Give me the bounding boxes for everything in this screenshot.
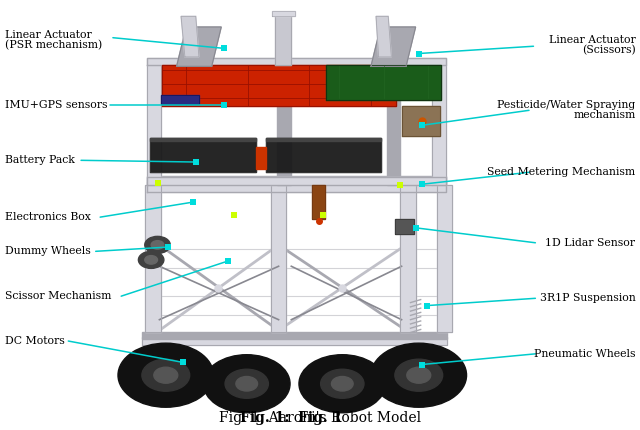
- Polygon shape: [147, 65, 161, 185]
- Text: Fig. 1:: Fig. 1:: [240, 411, 289, 425]
- Text: Pneumatic Wheels: Pneumatic Wheels: [534, 349, 636, 359]
- Text: 1D Lidar Sensor: 1D Lidar Sensor: [545, 238, 636, 248]
- Polygon shape: [376, 16, 392, 57]
- Polygon shape: [271, 185, 286, 332]
- Polygon shape: [147, 182, 446, 191]
- Polygon shape: [371, 27, 415, 66]
- Text: 3R1P Suspension: 3R1P Suspension: [540, 293, 636, 303]
- Polygon shape: [401, 106, 440, 136]
- Text: Linear Actuator: Linear Actuator: [548, 35, 636, 45]
- Circle shape: [407, 367, 431, 383]
- Text: Fig. 1: Aarohi's Robot Model: Fig. 1: Aarohi's Robot Model: [219, 411, 421, 425]
- Polygon shape: [387, 65, 399, 185]
- Circle shape: [371, 343, 467, 407]
- Circle shape: [236, 377, 257, 391]
- Circle shape: [145, 255, 157, 264]
- Text: Scissor Mechanism: Scissor Mechanism: [4, 291, 111, 301]
- Circle shape: [204, 355, 290, 413]
- Polygon shape: [141, 337, 447, 345]
- Text: (Scissors): (Scissors): [582, 45, 636, 55]
- Polygon shape: [266, 138, 381, 141]
- Circle shape: [151, 241, 164, 249]
- Circle shape: [225, 369, 268, 398]
- Polygon shape: [432, 65, 446, 185]
- Circle shape: [321, 369, 364, 398]
- Circle shape: [332, 377, 353, 391]
- Polygon shape: [275, 12, 291, 65]
- Text: mechanism: mechanism: [573, 110, 636, 120]
- Circle shape: [138, 251, 164, 268]
- Polygon shape: [256, 147, 266, 169]
- Text: (PSR mechanism): (PSR mechanism): [4, 40, 102, 50]
- Polygon shape: [141, 332, 447, 339]
- Text: Fig. 1: Fig. 1: [298, 411, 342, 425]
- Polygon shape: [177, 27, 221, 66]
- Text: Battery Pack: Battery Pack: [4, 155, 74, 165]
- Polygon shape: [312, 185, 325, 219]
- Polygon shape: [147, 176, 446, 182]
- Circle shape: [395, 359, 443, 391]
- Polygon shape: [272, 11, 294, 16]
- Text: DC Motors: DC Motors: [4, 336, 65, 346]
- Text: Pesticide/Water Spraying: Pesticide/Water Spraying: [497, 100, 636, 110]
- Polygon shape: [400, 185, 415, 332]
- Circle shape: [118, 343, 214, 407]
- Polygon shape: [147, 178, 446, 185]
- Polygon shape: [145, 185, 161, 332]
- Polygon shape: [162, 64, 396, 106]
- Text: Linear Actuator: Linear Actuator: [4, 30, 92, 40]
- Polygon shape: [326, 64, 441, 100]
- Polygon shape: [147, 58, 446, 65]
- Text: Seed Metering Mechanism: Seed Metering Mechanism: [487, 167, 636, 177]
- Polygon shape: [266, 138, 381, 172]
- Text: IMU+GPS sensors: IMU+GPS sensors: [4, 100, 107, 110]
- Text: Dummy Wheels: Dummy Wheels: [4, 246, 90, 256]
- Circle shape: [142, 359, 189, 391]
- Polygon shape: [161, 95, 199, 104]
- Circle shape: [145, 237, 170, 253]
- Polygon shape: [181, 16, 199, 57]
- Polygon shape: [150, 138, 256, 172]
- Text: Electronics Box: Electronics Box: [4, 212, 90, 222]
- Polygon shape: [277, 65, 291, 185]
- Polygon shape: [436, 185, 452, 332]
- Circle shape: [299, 355, 386, 413]
- Polygon shape: [395, 219, 414, 234]
- Circle shape: [154, 367, 178, 383]
- Polygon shape: [150, 138, 256, 141]
